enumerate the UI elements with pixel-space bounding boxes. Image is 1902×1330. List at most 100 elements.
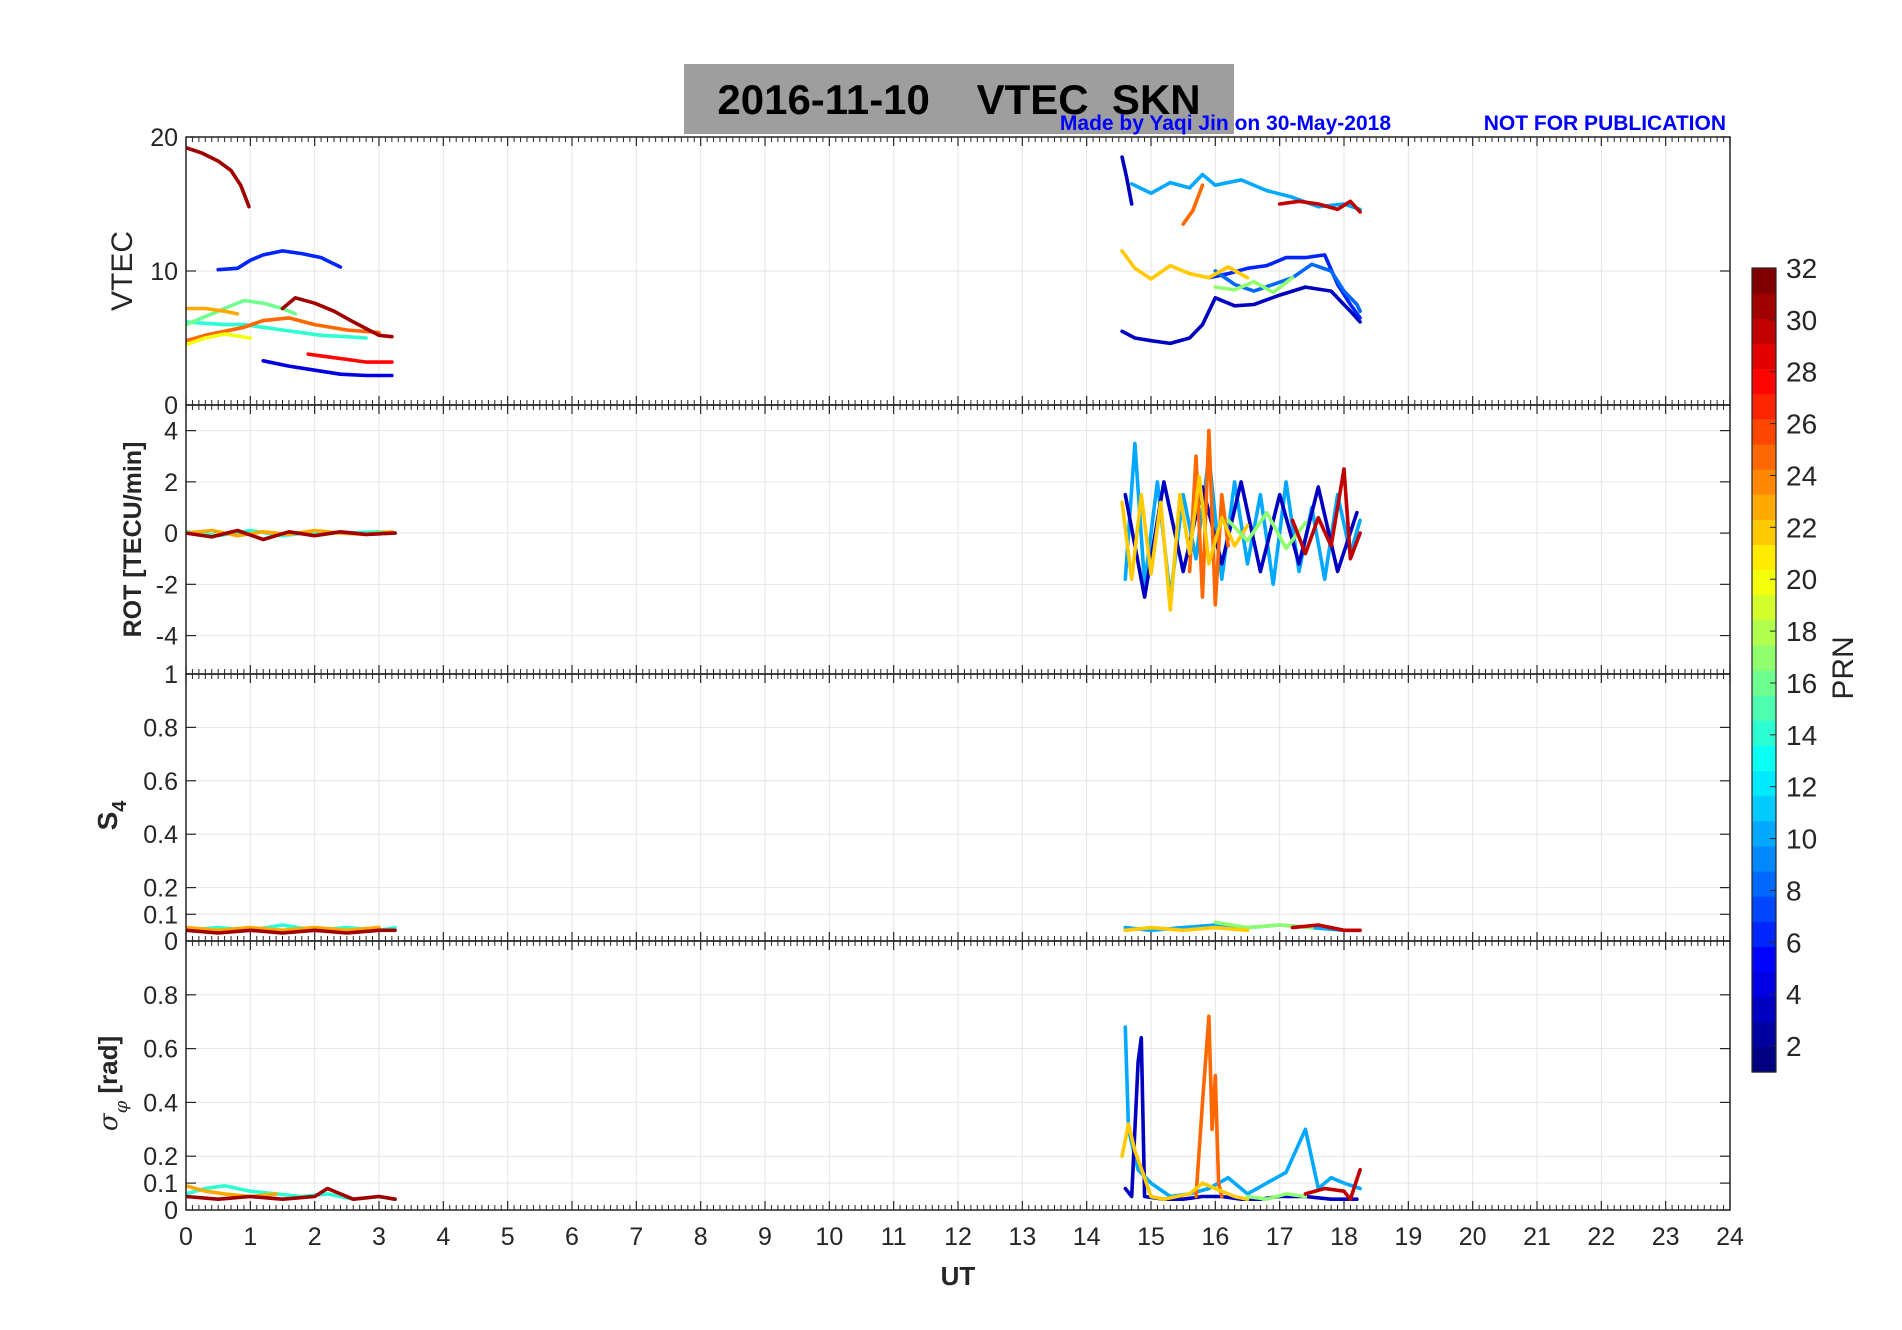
x-tick-label: 20 bbox=[1459, 1223, 1487, 1251]
x-tick-label: 18 bbox=[1330, 1223, 1358, 1251]
colorbar-segment bbox=[1752, 368, 1776, 395]
y-axis-label: σφ [rad] bbox=[93, 1036, 132, 1131]
x-tick-label: 23 bbox=[1652, 1223, 1680, 1251]
x-tick-label: 10 bbox=[815, 1223, 843, 1251]
panel-vtec: 0 10 20 VTEC bbox=[106, 124, 1731, 420]
x-tick-labels: 0 1 2 3 4 5 6 7 8 9 10 11 12 13 14 15 16 17 18 19 20 21 22 23 24 bbox=[179, 1223, 1744, 1251]
y-axis-label: S4 bbox=[92, 800, 131, 831]
series-line-prn-31 bbox=[186, 145, 251, 209]
colorbar-segment bbox=[1752, 544, 1776, 571]
colorbar-segment bbox=[1752, 1046, 1776, 1073]
colorbar-segment bbox=[1752, 644, 1776, 671]
series-line-prn-3 bbox=[1120, 155, 1134, 206]
y-tick-label: 0.6 bbox=[143, 1036, 178, 1064]
x-tick-label: 14 bbox=[1073, 1223, 1101, 1251]
series-line-prn-22 bbox=[1120, 249, 1250, 281]
colorbar-tick-label: 26 bbox=[1786, 409, 1817, 440]
series-group bbox=[186, 428, 1362, 612]
series-line-prn-22 bbox=[1123, 925, 1250, 933]
chart-title: 2016-11-10 VTEC SKN bbox=[717, 76, 1200, 123]
x-tick-label: 15 bbox=[1137, 1223, 1165, 1251]
x-tick-label: 19 bbox=[1394, 1223, 1422, 1251]
series-line-prn-6 bbox=[216, 249, 343, 272]
axes-frame bbox=[185, 940, 1731, 1211]
colorbar-tick-label: 2 bbox=[1786, 1031, 1802, 1062]
colorbar-segment bbox=[1752, 795, 1776, 822]
x-tick-label: 24 bbox=[1716, 1223, 1744, 1251]
panel-rot: -4 -2 0 2 4 ROT [TECU/min] bbox=[119, 404, 1731, 675]
x-tick-label: 9 bbox=[758, 1223, 772, 1251]
x-tick-label: 22 bbox=[1587, 1223, 1615, 1251]
colorbar-tick-label: 12 bbox=[1786, 772, 1817, 803]
colorbar-segment bbox=[1752, 971, 1776, 998]
y-axis-label: ROT [TECU/min] bbox=[119, 442, 147, 638]
y-tick-label: 0 bbox=[164, 928, 178, 956]
colorbar-segment bbox=[1752, 343, 1776, 370]
colorbar-tick-label: 14 bbox=[1786, 720, 1817, 751]
series-group bbox=[186, 145, 1362, 378]
series-line-prn-10 bbox=[1123, 1025, 1362, 1199]
title-background bbox=[684, 64, 1234, 134]
colorbar-segment bbox=[1752, 594, 1776, 621]
y-tick-label: 10 bbox=[150, 258, 178, 286]
colorbar-segment bbox=[1752, 745, 1776, 772]
credit-text: Made by Yaqi Jin on 30-May-2018 bbox=[1060, 112, 1391, 135]
series-line-prn-20 bbox=[186, 332, 253, 347]
x-tick-label: 21 bbox=[1523, 1223, 1551, 1251]
y-tick-label: 0 bbox=[164, 520, 178, 548]
x-axis-label: UT bbox=[941, 1261, 976, 1291]
colorbar-segment bbox=[1752, 996, 1776, 1023]
series-line-prn-31 bbox=[186, 1186, 397, 1201]
y-tick-label: 0.1 bbox=[143, 901, 178, 929]
colorbar-label: PRN bbox=[1827, 636, 1860, 699]
series-group bbox=[186, 1014, 1362, 1201]
series-line-prn-30 bbox=[1290, 467, 1362, 561]
y-tick-label: 4 bbox=[164, 418, 178, 446]
y-tick-label: 0.2 bbox=[143, 875, 178, 903]
colorbar-segment bbox=[1752, 770, 1776, 797]
series-line-prn-23 bbox=[186, 925, 381, 933]
x-tick-label: 6 bbox=[565, 1223, 579, 1251]
colorbar-segment bbox=[1752, 519, 1776, 545]
y-tick-label: 0.1 bbox=[143, 1170, 178, 1198]
colorbar-tick-label: 30 bbox=[1786, 305, 1817, 336]
colorbar-segment bbox=[1752, 393, 1776, 420]
panel-sigma-phi: 00.10.2 0.4 0.6 0.8 σφ [rad] bbox=[93, 940, 1731, 1225]
series-line-prn-14 bbox=[186, 320, 368, 340]
series-line-prn-3 bbox=[1123, 480, 1359, 599]
y-tick-label: 0.8 bbox=[143, 982, 178, 1010]
y-tick-label: 0.4 bbox=[143, 1089, 178, 1117]
y-tick-label: 0.4 bbox=[143, 821, 178, 849]
x-tick-label: 17 bbox=[1266, 1223, 1294, 1251]
series-line-prn-17 bbox=[1245, 1192, 1308, 1201]
colorbar-tick-label: 24 bbox=[1786, 460, 1817, 491]
x-tick-label: 0 bbox=[179, 1223, 193, 1251]
colorbar-tick-label: 16 bbox=[1786, 668, 1817, 699]
colorbar-segment bbox=[1752, 921, 1776, 947]
colorbar-tick-label: 28 bbox=[1786, 357, 1817, 388]
colorbar-segment bbox=[1752, 845, 1776, 872]
series-line-prn-3 bbox=[1120, 285, 1362, 346]
y-tick-label: -2 bbox=[156, 571, 178, 599]
title-box: 2016-11-10 VTEC SKN bbox=[684, 64, 1234, 134]
y-axis-label: VTEC bbox=[106, 231, 139, 311]
colorbar-segment bbox=[1752, 871, 1776, 897]
x-tick-label: 7 bbox=[629, 1223, 643, 1251]
colorbar-tick-label: 32 bbox=[1786, 253, 1817, 284]
x-tick-label: 2 bbox=[308, 1223, 322, 1251]
x-tick-label: 3 bbox=[372, 1223, 386, 1251]
y-tick-label: 20 bbox=[150, 124, 178, 152]
notice-text: NOT FOR PUBLICATION bbox=[1484, 112, 1726, 135]
series-line-prn-30 bbox=[1290, 923, 1362, 933]
y-tick-label: 2 bbox=[164, 469, 178, 497]
series-line-prn-28 bbox=[306, 352, 394, 364]
colorbar-tick-label: 8 bbox=[1786, 875, 1802, 906]
colorbar-segment bbox=[1752, 720, 1776, 746]
colorbar-segment bbox=[1752, 318, 1776, 344]
x-tick-label: 4 bbox=[436, 1223, 450, 1251]
series-line-prn-25 bbox=[1181, 183, 1205, 226]
series-line-prn-31 bbox=[280, 295, 394, 339]
colorbar-tick-label: 18 bbox=[1786, 616, 1817, 647]
series-line-prn-8 bbox=[1213, 262, 1362, 314]
